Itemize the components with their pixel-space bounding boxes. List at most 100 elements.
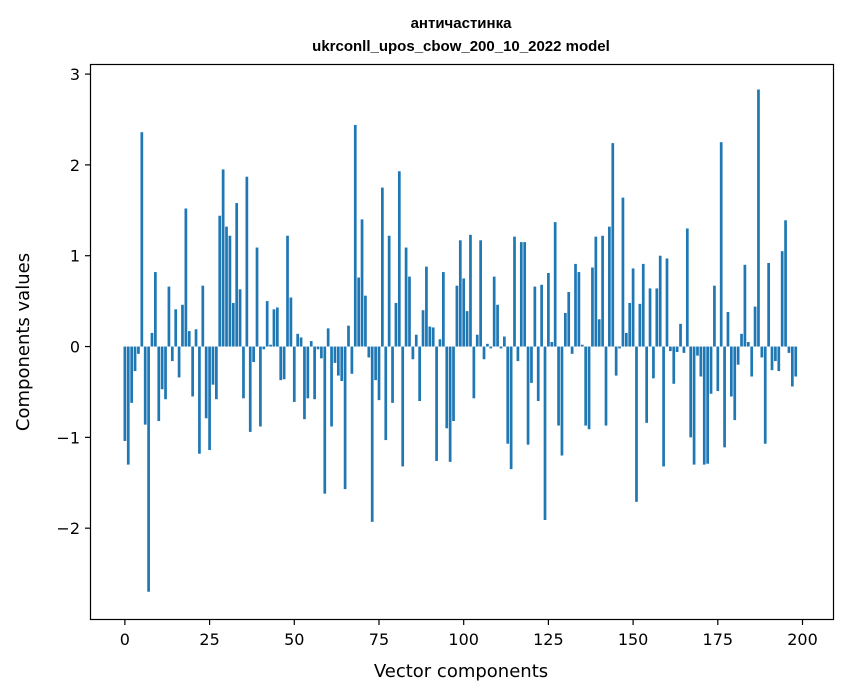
bar-1 [126, 346, 130, 465]
bar-2 [130, 346, 134, 403]
bar-168 [692, 346, 696, 465]
bar-196 [787, 346, 791, 353]
bar-102 [469, 234, 472, 347]
chart-title-line1: античастинка [411, 15, 512, 32]
bar-40 [259, 346, 262, 427]
bar-84 [408, 276, 411, 347]
bar-54 [306, 346, 310, 399]
bar-103 [472, 346, 476, 399]
bar-116 [516, 346, 520, 362]
bar-50 [292, 346, 296, 402]
bar-111 [499, 346, 503, 349]
bar-122 [536, 346, 540, 402]
bar-46 [279, 346, 283, 381]
bar-83 [404, 247, 408, 347]
bar-126 [550, 342, 554, 347]
bar-190 [767, 262, 770, 347]
bar-105 [479, 240, 482, 347]
bar-108 [489, 346, 493, 349]
bar-81 [397, 171, 401, 347]
bar-18 [184, 208, 188, 347]
bar-89 [425, 266, 428, 347]
bar-49 [289, 297, 293, 347]
bar-185 [750, 346, 754, 377]
bar-143 [608, 226, 611, 347]
bar-92 [435, 346, 438, 461]
bar-183 [743, 264, 747, 347]
bar-163 [675, 346, 679, 352]
bar-104 [475, 334, 479, 347]
x-tick-label: 175 [703, 630, 734, 649]
bar-8 [150, 332, 154, 347]
bar-100 [462, 278, 466, 347]
bar-17 [181, 304, 184, 347]
bar-37 [248, 346, 252, 432]
bar-150 [631, 268, 635, 347]
bar-63 [336, 346, 340, 376]
bar-98 [455, 285, 459, 347]
x-tick-label: 25 [199, 630, 219, 649]
x-tick-label: 125 [533, 630, 564, 649]
bar-33 [235, 203, 239, 347]
bar-130 [563, 312, 567, 347]
bar-45 [275, 307, 279, 347]
bar-90 [428, 326, 432, 347]
bar-131 [567, 292, 571, 347]
bar-41 [262, 346, 266, 350]
bar-99 [458, 240, 462, 347]
y-tick-label: −2 [56, 519, 80, 538]
bar-112 [503, 336, 506, 347]
bar-95 [445, 346, 449, 429]
bar-62 [333, 346, 337, 363]
y-tick-label: 3 [70, 65, 80, 84]
bar-96 [448, 346, 452, 462]
bar-19 [187, 331, 191, 347]
bar-155 [648, 288, 652, 347]
bar-175 [716, 346, 720, 392]
y-tick-label: 0 [70, 338, 80, 357]
bar-7 [147, 346, 150, 592]
bar-44 [272, 309, 276, 347]
bar-109 [492, 276, 496, 347]
bar-51 [296, 333, 300, 347]
chart-title-line2: ukrconll_upos_cbow_200_10_2022 model [312, 38, 610, 55]
bar-72 [367, 346, 371, 358]
bar-10 [157, 346, 161, 422]
bar-145 [614, 346, 618, 376]
bar-107 [486, 343, 489, 347]
bar-42 [265, 301, 269, 347]
bar-6 [143, 346, 147, 425]
bar-194 [780, 251, 784, 347]
bar-118 [523, 242, 527, 347]
bar-156 [652, 346, 655, 379]
bar-127 [553, 222, 557, 347]
bar-172 [706, 346, 709, 464]
bar-88 [421, 310, 425, 347]
bar-35 [242, 346, 245, 399]
bar-14 [170, 346, 174, 362]
bar-173 [709, 346, 713, 394]
bar-134 [577, 272, 581, 347]
bar-113 [506, 346, 510, 444]
bar-36 [245, 176, 249, 347]
bar-129 [560, 346, 564, 456]
y-tick-label: −1 [56, 428, 80, 447]
bar-125 [547, 272, 550, 347]
x-tick-label: 75 [369, 630, 389, 649]
bar-192 [774, 346, 777, 362]
bar-28 [218, 215, 222, 347]
bar-144 [611, 143, 615, 347]
bar-151 [635, 346, 638, 502]
bar-166 [685, 228, 689, 347]
bar-162 [672, 346, 676, 384]
bar-64 [340, 346, 344, 382]
bar-147 [621, 197, 625, 347]
bar-57 [316, 346, 320, 350]
bar-169 [696, 346, 699, 356]
bar-165 [682, 346, 686, 353]
bar-152 [638, 303, 642, 347]
bar-75 [377, 346, 381, 401]
bar-149 [628, 302, 632, 347]
bar-124 [543, 346, 547, 521]
bar-101 [465, 311, 469, 347]
